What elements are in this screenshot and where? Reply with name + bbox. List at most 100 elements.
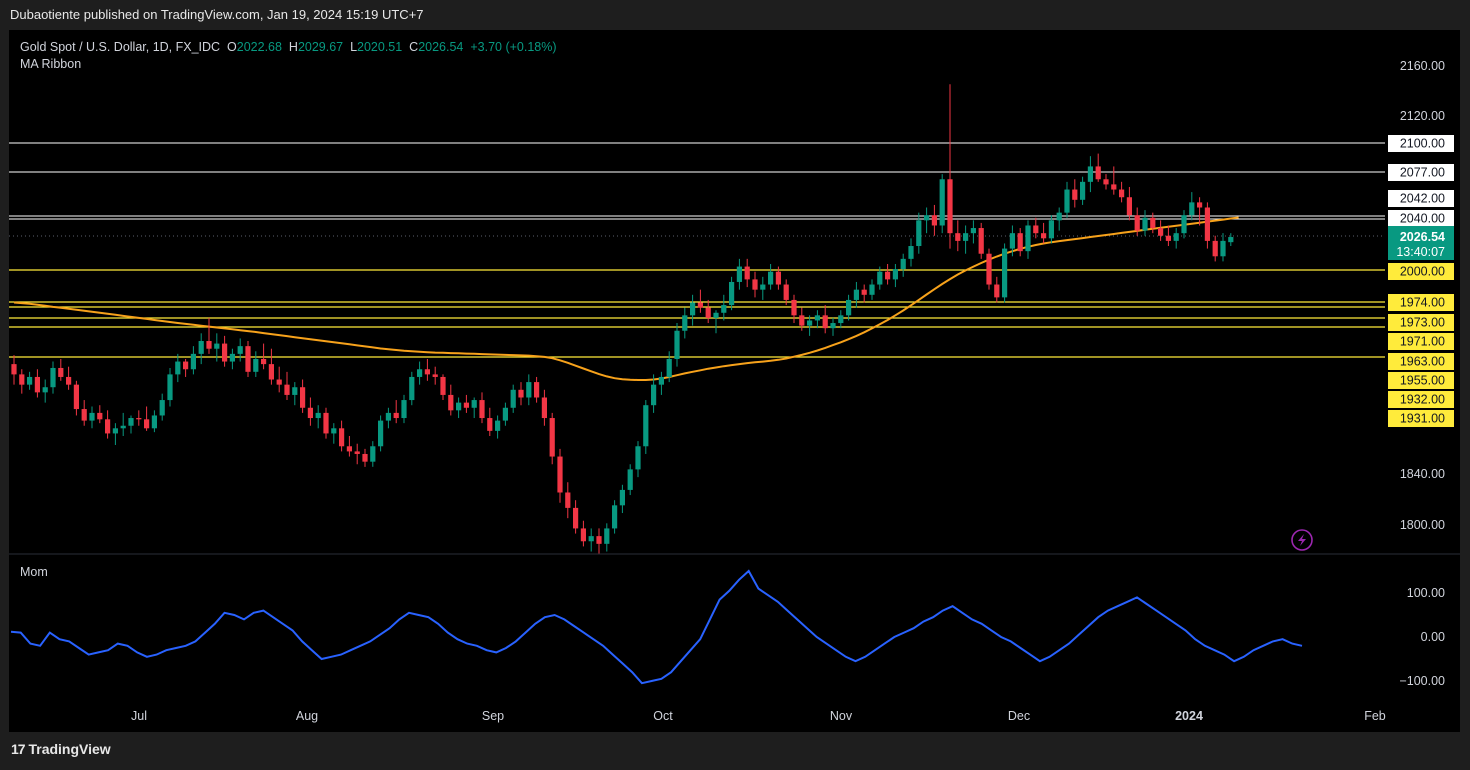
publish-header: Dubaotiente published on TradingView.com…: [0, 0, 1470, 30]
candle-body: [229, 353, 235, 362]
candle: [619, 484, 625, 514]
candle: [1017, 228, 1023, 257]
candle-body: [1165, 235, 1171, 241]
time-tick-label: Sep: [482, 709, 504, 723]
candle-body: [526, 382, 532, 398]
candle-body: [463, 402, 469, 408]
candle-body: [744, 266, 750, 280]
candle-body: [1197, 202, 1203, 208]
candle-body: [541, 397, 547, 419]
time-tick-label: Dec: [1008, 709, 1030, 723]
candle-body: [1212, 240, 1218, 257]
candle: [830, 317, 836, 336]
candle: [463, 394, 469, 413]
candle-body: [939, 179, 945, 226]
candle: [713, 310, 719, 334]
candle: [1142, 210, 1148, 236]
candle: [502, 402, 508, 426]
candle-body: [167, 374, 173, 401]
level-box-bg: [1388, 353, 1454, 370]
candle: [136, 410, 142, 426]
candle: [1126, 186, 1132, 221]
level-price-box: 1963.00: [1388, 353, 1454, 370]
candle-body: [580, 528, 586, 542]
candle: [183, 358, 189, 377]
candle: [1080, 176, 1086, 205]
candle-body: [799, 315, 805, 326]
candle-body: [1056, 212, 1062, 221]
candle: [206, 317, 212, 354]
candle: [916, 212, 922, 254]
candle-body: [471, 400, 477, 408]
candle-body: [1111, 184, 1117, 190]
candle: [1048, 215, 1054, 244]
high-label: H: [288, 40, 298, 54]
candle: [518, 382, 524, 406]
indicator-label: MA Ribbon: [20, 57, 82, 71]
candle-body: [697, 302, 703, 308]
candle: [424, 358, 430, 381]
candle-body: [838, 315, 844, 324]
candle-body: [1142, 217, 1148, 231]
candle: [604, 523, 610, 552]
price-chart[interactable]: 2160.00 2120.00 1840.00 1800.00 100.00 0.00 −1…: [9, 30, 1460, 732]
price-tick-label: 2120.00: [1400, 109, 1445, 123]
candle-body: [534, 382, 540, 398]
candle-body: [994, 284, 1000, 298]
candle: [658, 371, 664, 395]
level-price-box: 1931.00: [1388, 410, 1454, 427]
candle-body: [42, 387, 48, 393]
candle: [682, 307, 688, 339]
candle: [229, 348, 235, 370]
candle-body: [752, 279, 758, 290]
candle-body: [877, 271, 883, 285]
candle: [978, 222, 984, 259]
candle-body: [869, 284, 875, 295]
candle-body: [955, 233, 961, 241]
candle: [159, 393, 165, 421]
candle-body: [760, 284, 766, 290]
candle-body: [440, 376, 446, 395]
candle: [635, 441, 641, 478]
candle-body: [783, 284, 789, 300]
candle: [339, 420, 345, 452]
candle: [261, 343, 267, 370]
candle: [11, 355, 17, 385]
level-box-bg: [1388, 314, 1454, 331]
candle: [690, 294, 696, 326]
momentum-tick-label: 0.00: [1421, 630, 1445, 644]
candle-body: [729, 281, 735, 306]
candle: [877, 266, 883, 290]
candle-body: [604, 528, 610, 544]
chart-panel[interactable]: 2160.00 2120.00 1840.00 1800.00 100.00 0.00 −1…: [9, 30, 1460, 732]
candle: [292, 382, 298, 406]
candle: [198, 333, 204, 365]
candle: [354, 443, 360, 465]
candle-body: [978, 228, 984, 254]
lightning-icon: [1291, 529, 1313, 551]
time-axis: Jul Aug Sep Oct Nov Dec 2024 Feb: [131, 709, 1386, 723]
candle: [994, 276, 1000, 303]
candle-body: [346, 446, 352, 452]
candle: [81, 400, 87, 426]
level-box-label: 2000.00: [1400, 265, 1445, 279]
tradingview-logo[interactable]: 17 TradingView: [11, 741, 111, 757]
candle-body: [1087, 166, 1093, 182]
level-box-label: 2100.00: [1400, 137, 1445, 151]
candle-body: [300, 387, 306, 408]
time-tick-label: Feb: [1364, 709, 1386, 723]
chart-legend: Gold Spot / U.S. Dollar, 1D, FX_IDC O202…: [20, 39, 557, 73]
candle: [362, 448, 368, 467]
level-price-box: 2000.00: [1388, 263, 1454, 280]
candle: [1025, 220, 1031, 259]
candle: [931, 204, 937, 236]
level-box-bg: [1388, 410, 1454, 427]
candle-body: [518, 389, 524, 398]
candle: [861, 284, 867, 303]
candle-body: [112, 428, 118, 434]
candle-body: [861, 289, 867, 295]
candle: [1150, 212, 1156, 234]
level-price-box: 1932.00: [1388, 391, 1454, 408]
candle-body: [690, 302, 696, 316]
candle-body: [409, 376, 415, 401]
